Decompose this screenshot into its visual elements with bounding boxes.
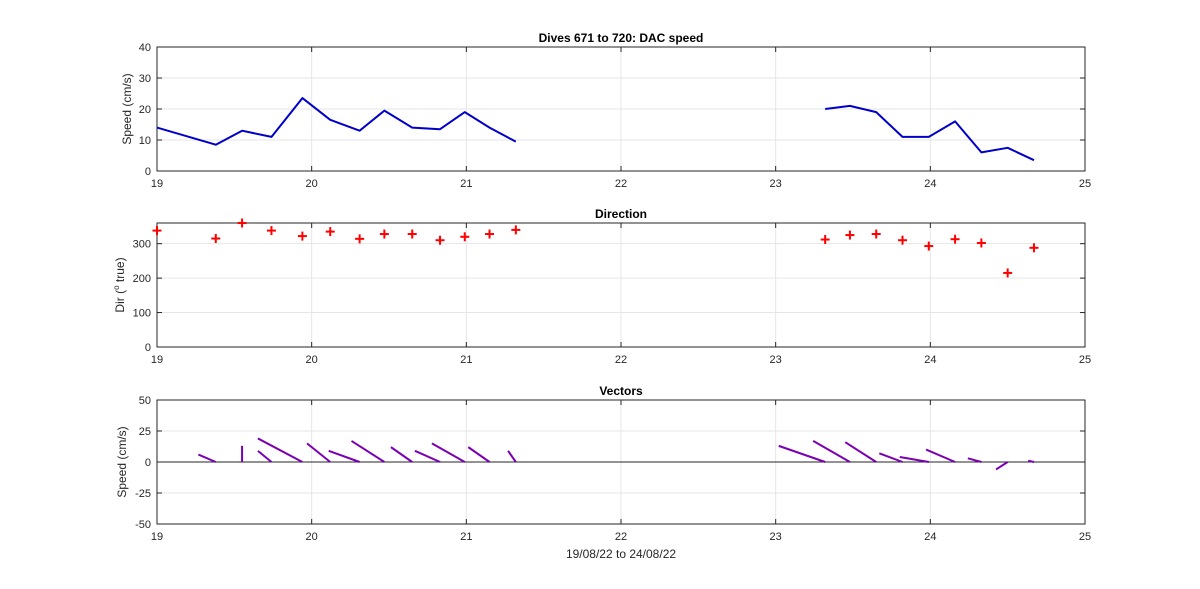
vector-stick bbox=[390, 446, 413, 463]
direction-ytick-label: 100 bbox=[133, 308, 151, 320]
direction-point bbox=[460, 232, 470, 242]
speed-xtick-label: 22 bbox=[615, 178, 627, 190]
direction-point bbox=[435, 235, 445, 245]
speed-ytick-label: 40 bbox=[139, 42, 151, 54]
direction-ylabel-sup: o bbox=[112, 285, 121, 290]
vectors-panel: 19 20 21 22 23 24 25 -50 -25 0 25 50 Vectors Speed (c… bbox=[115, 384, 1091, 561]
direction-point bbox=[266, 226, 276, 236]
direction-ytick-label: 0 bbox=[145, 342, 151, 354]
vectors-ytick-label: 0 bbox=[145, 457, 151, 469]
direction-point bbox=[379, 229, 389, 239]
speed-panel-ylabel: Speed (cm/s) bbox=[120, 73, 134, 144]
direction-xtick-label: 20 bbox=[306, 354, 318, 366]
vectors-xtick-label: 23 bbox=[770, 531, 782, 543]
speed-ytick-label: 0 bbox=[145, 166, 151, 178]
vector-stick bbox=[925, 448, 956, 463]
speed-panel: 19 20 21 22 23 24 25 0 10 20 30 40 Dives 671 to 720:… bbox=[120, 31, 1091, 190]
direction-point bbox=[871, 229, 881, 239]
direction-xtick-label: 25 bbox=[1079, 354, 1091, 366]
direction-xtick-label: 22 bbox=[615, 354, 627, 366]
direction-xtick-label: 19 bbox=[151, 354, 163, 366]
vectors-ytick-label: -50 bbox=[135, 519, 151, 531]
speed-series-line-1 bbox=[825, 104, 1035, 162]
direction-ylabel-pre: Dir ( bbox=[113, 290, 127, 313]
figure-xlabel: 19/08/22 to 24/08/22 bbox=[566, 547, 676, 561]
vector-stick bbox=[467, 446, 491, 463]
vector-stick bbox=[1027, 459, 1035, 463]
direction-point bbox=[897, 235, 907, 245]
direction-xtick-label: 23 bbox=[770, 354, 782, 366]
speed-ytick-label: 30 bbox=[139, 73, 151, 85]
vectors-panel-title: Vectors bbox=[599, 384, 643, 398]
vectors-xtick-label: 22 bbox=[615, 531, 627, 543]
speed-panel-title: Dives 671 to 720: DAC speed bbox=[539, 31, 704, 45]
speed-xtick-label: 21 bbox=[460, 178, 472, 190]
speed-ytick-label: 10 bbox=[139, 135, 151, 147]
direction-panel: 19 20 21 22 23 24 25 0 100 200 300 Direction Dir (o … bbox=[112, 207, 1091, 366]
speed-xtick-label: 25 bbox=[1079, 178, 1091, 190]
vectors-panel-ylabel: Speed (cm/s) bbox=[115, 426, 129, 497]
direction-ytick-label: 200 bbox=[133, 273, 151, 285]
vector-stick bbox=[899, 456, 929, 463]
vector-stick bbox=[967, 457, 982, 463]
direction-point bbox=[845, 230, 855, 240]
speed-xtick-label: 23 bbox=[770, 178, 782, 190]
direction-xtick-label: 24 bbox=[924, 354, 936, 366]
vector-stick bbox=[197, 453, 217, 463]
direction-point bbox=[924, 241, 934, 251]
vectors-ytick-label: 25 bbox=[139, 426, 151, 438]
direction-point bbox=[976, 238, 986, 248]
speed-series-line-0 bbox=[156, 97, 517, 146]
vectors-xtick-label: 24 bbox=[924, 531, 936, 543]
direction-point bbox=[325, 227, 335, 237]
vector-stick bbox=[328, 449, 360, 463]
direction-point bbox=[511, 225, 521, 235]
direction-point bbox=[485, 229, 495, 239]
vector-stick bbox=[778, 444, 826, 463]
direction-point bbox=[152, 226, 162, 236]
direction-point bbox=[407, 229, 417, 239]
vector-stick bbox=[257, 450, 273, 463]
vectors-xtick-label: 21 bbox=[460, 531, 472, 543]
direction-point bbox=[1029, 243, 1039, 253]
vectors-xtick-label: 19 bbox=[151, 531, 163, 543]
direction-point bbox=[355, 234, 365, 244]
direction-ylabel-post: true) bbox=[113, 257, 127, 285]
direction-point bbox=[297, 231, 307, 241]
vector-stick bbox=[995, 461, 1009, 471]
speed-ytick-label: 20 bbox=[139, 104, 151, 116]
vectors-ytick-label: -25 bbox=[135, 488, 151, 500]
direction-point bbox=[950, 234, 960, 244]
direction-panel-ylabel: Dir (o true) bbox=[112, 257, 127, 312]
direction-point bbox=[820, 235, 830, 245]
vector-stick bbox=[414, 449, 441, 463]
vectors-ytick-label: 50 bbox=[139, 395, 151, 407]
direction-ytick-label: 300 bbox=[133, 239, 151, 251]
vector-stick bbox=[306, 442, 331, 463]
vectors-xtick-label: 20 bbox=[306, 531, 318, 543]
vector-stick bbox=[812, 440, 851, 463]
speed-xtick-label: 19 bbox=[151, 178, 163, 190]
direction-point bbox=[237, 218, 247, 228]
direction-point bbox=[211, 234, 221, 243]
direction-xtick-label: 21 bbox=[460, 354, 472, 366]
direction-point bbox=[1003, 268, 1013, 278]
vector-stick bbox=[507, 450, 517, 463]
vector-stick bbox=[844, 441, 877, 463]
vector-stick bbox=[878, 452, 903, 463]
speed-xtick-label: 20 bbox=[306, 178, 318, 190]
vector-stick bbox=[431, 442, 466, 463]
vector-stick bbox=[257, 437, 303, 463]
vectors-xtick-label: 25 bbox=[1079, 531, 1091, 543]
vector-stick bbox=[350, 440, 385, 463]
direction-panel-title: Direction bbox=[595, 207, 647, 221]
speed-xtick-label: 24 bbox=[924, 178, 936, 190]
